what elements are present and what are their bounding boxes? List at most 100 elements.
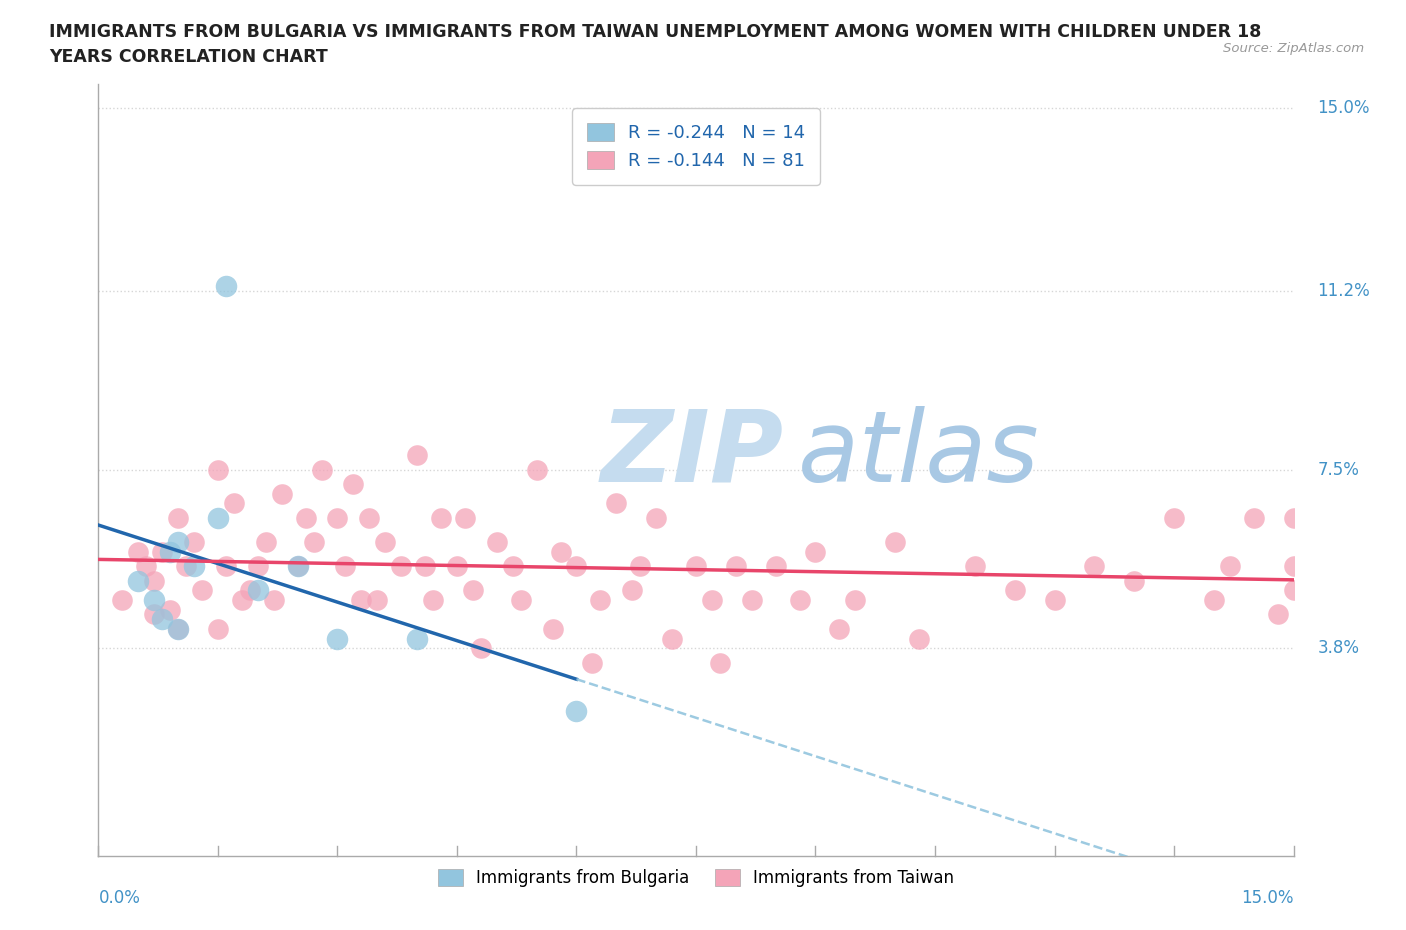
Point	[422, 592, 444, 607]
Point	[342, 477, 364, 492]
Point	[135, 559, 157, 574]
Point	[263, 592, 285, 607]
Point	[1267, 607, 1289, 622]
Point	[326, 631, 349, 646]
Point	[174, 559, 197, 574]
Point	[741, 592, 763, 607]
Point	[461, 583, 484, 598]
Point	[127, 544, 149, 559]
Point	[1243, 511, 1265, 525]
Point	[183, 535, 205, 550]
Point	[581, 656, 603, 671]
Point	[294, 511, 316, 525]
Point	[246, 559, 269, 574]
Point	[143, 573, 166, 588]
Point	[127, 573, 149, 588]
Point	[804, 544, 827, 559]
Point	[765, 559, 787, 574]
Point	[645, 511, 668, 525]
Point	[1043, 592, 1066, 607]
Point	[1083, 559, 1105, 574]
Point	[222, 496, 245, 511]
Point	[1219, 559, 1241, 574]
Point	[350, 592, 373, 607]
Point	[159, 602, 181, 617]
Point	[565, 703, 588, 718]
Point	[509, 592, 531, 607]
Point	[430, 511, 453, 525]
Point	[661, 631, 683, 646]
Point	[685, 559, 707, 574]
Point	[287, 559, 309, 574]
Point	[231, 592, 253, 607]
Point	[621, 583, 644, 598]
Point	[502, 559, 524, 574]
Point	[159, 544, 181, 559]
Point	[143, 607, 166, 622]
Point	[541, 621, 564, 636]
Point	[167, 621, 190, 636]
Point	[143, 592, 166, 607]
Point	[565, 559, 588, 574]
Point	[1282, 511, 1305, 525]
Text: 15.0%: 15.0%	[1241, 889, 1294, 908]
Point	[550, 544, 572, 559]
Point	[709, 656, 731, 671]
Point	[605, 496, 627, 511]
Point	[215, 559, 238, 574]
Point	[207, 462, 229, 477]
Point	[389, 559, 412, 574]
Point	[254, 535, 277, 550]
Point	[789, 592, 811, 607]
Point	[844, 592, 866, 607]
Text: 7.5%: 7.5%	[1317, 460, 1360, 479]
Text: 0.0%: 0.0%	[98, 889, 141, 908]
Point	[446, 559, 468, 574]
Point	[1004, 583, 1026, 598]
Text: 11.2%: 11.2%	[1317, 282, 1371, 300]
Point	[526, 462, 548, 477]
Text: atlas: atlas	[797, 405, 1039, 503]
Point	[287, 559, 309, 574]
Point	[167, 535, 190, 550]
Point	[270, 486, 292, 501]
Point	[207, 621, 229, 636]
Point	[406, 447, 429, 462]
Point	[207, 511, 229, 525]
Legend: Immigrants from Bulgaria, Immigrants from Taiwan: Immigrants from Bulgaria, Immigrants fro…	[432, 862, 960, 894]
Point	[884, 535, 907, 550]
Point	[326, 511, 349, 525]
Point	[191, 583, 214, 598]
Point	[454, 511, 477, 525]
Point	[302, 535, 325, 550]
Point	[167, 621, 190, 636]
Point	[359, 511, 381, 525]
Point	[589, 592, 612, 607]
Point	[470, 641, 492, 656]
Point	[1282, 559, 1305, 574]
Point	[183, 559, 205, 574]
Point	[239, 583, 262, 598]
Point	[963, 559, 986, 574]
Text: 15.0%: 15.0%	[1317, 99, 1369, 117]
Text: Source: ZipAtlas.com: Source: ZipAtlas.com	[1223, 42, 1364, 55]
Point	[366, 592, 388, 607]
Point	[246, 583, 269, 598]
Text: IMMIGRANTS FROM BULGARIA VS IMMIGRANTS FROM TAIWAN UNEMPLOYMENT AMONG WOMEN WITH: IMMIGRANTS FROM BULGARIA VS IMMIGRANTS F…	[49, 23, 1261, 41]
Point	[111, 592, 134, 607]
Point	[167, 511, 190, 525]
Point	[311, 462, 333, 477]
Point	[908, 631, 931, 646]
Point	[215, 279, 238, 294]
Point	[1163, 511, 1185, 525]
Point	[406, 631, 429, 646]
Point	[1123, 573, 1146, 588]
Point	[335, 559, 357, 574]
Point	[1202, 592, 1225, 607]
Text: YEARS CORRELATION CHART: YEARS CORRELATION CHART	[49, 48, 328, 66]
Point	[828, 621, 851, 636]
Text: 3.8%: 3.8%	[1317, 639, 1360, 658]
Point	[413, 559, 436, 574]
Point	[150, 544, 173, 559]
Point	[485, 535, 508, 550]
